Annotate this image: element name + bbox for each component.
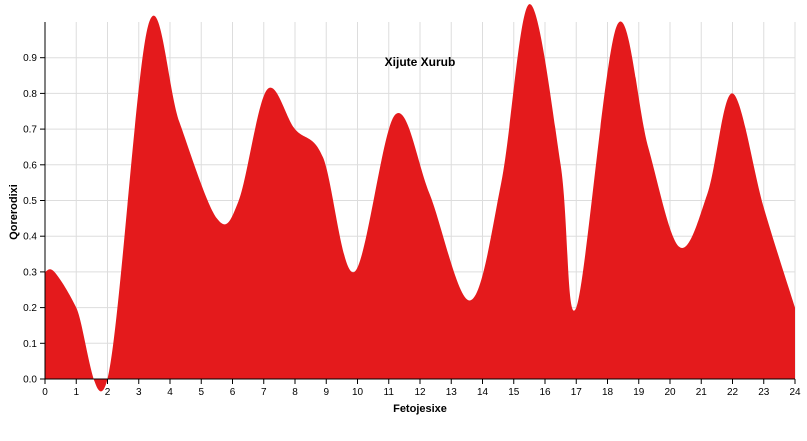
x-tick-label: 20 <box>664 387 676 398</box>
x-tick-label: 9 <box>323 387 329 398</box>
chart-title: Xijute Xurub <box>385 55 456 69</box>
x-tick-label: 23 <box>758 387 770 398</box>
y-axis-ticks: 0.0 0.1 0.2 0.3 0.4 0.5 0.6 0.7 0.8 0.9 <box>23 53 45 386</box>
x-tick-label: 11 <box>384 387 395 398</box>
y-tick-label: 0.8 <box>23 89 37 100</box>
x-tick-label: 13 <box>446 387 458 398</box>
y-tick-label: 0.4 <box>23 232 37 243</box>
x-tick-label: 1 <box>73 387 79 398</box>
x-tick-label: 15 <box>508 387 520 398</box>
y-tick-label: 0.2 <box>23 303 37 314</box>
x-tick-label: 21 <box>696 387 708 398</box>
y-tick-label: 0.9 <box>23 53 37 64</box>
x-tick-label: 3 <box>136 387 142 398</box>
y-tick-label: 0.7 <box>23 125 37 136</box>
x-tick-label: 24 <box>789 387 801 398</box>
y-tick-label: 0.0 <box>23 375 37 386</box>
x-tick-label: 18 <box>602 387 614 398</box>
x-axis-ticks: 0 1 2 3 4 5 6 7 8 9 10 11 12 13 14 15 16 17 18 19 20 21 22 23 24 <box>42 379 801 398</box>
x-tick-label: 2 <box>105 387 111 398</box>
x-tick-label: 7 <box>261 387 267 398</box>
y-tick-label: 0.6 <box>23 160 37 171</box>
area-series <box>45 4 795 392</box>
x-tick-label: 0 <box>42 387 48 398</box>
x-tick-label: 16 <box>539 387 551 398</box>
x-tick-label: 19 <box>633 387 645 398</box>
x-tick-label: 22 <box>727 387 739 398</box>
x-tick-label: 14 <box>477 387 489 398</box>
x-tick-label: 4 <box>167 387 173 398</box>
y-tick-label: 0.5 <box>23 196 37 207</box>
x-tick-label: 6 <box>230 387 236 398</box>
series-layer <box>45 4 795 392</box>
x-tick-label: 17 <box>571 387 583 398</box>
y-tick-label: 0.1 <box>23 339 37 350</box>
x-tick-label: 8 <box>292 387 298 398</box>
x-tick-label: 5 <box>198 387 204 398</box>
y-axis-label: Qorerodixi <box>8 184 20 240</box>
x-tick-label: 10 <box>352 387 364 398</box>
x-tick-label: 12 <box>414 387 426 398</box>
y-tick-label: 0.3 <box>23 267 37 278</box>
x-axis-label: Fetojesixe <box>393 403 447 415</box>
